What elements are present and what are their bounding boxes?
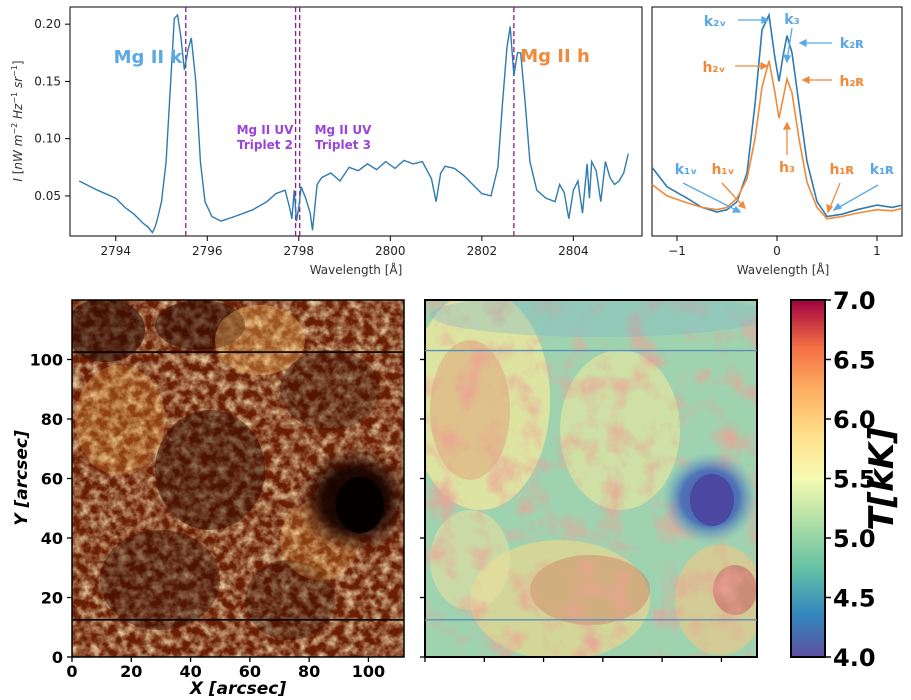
- intensity-map-xtick-label: 60: [239, 662, 261, 681]
- intensity-map-ylabel: Y [arcsec]: [12, 430, 32, 526]
- profile-axes-frame: [651, 6, 903, 237]
- label-k2v: k₂ᵥ: [704, 14, 726, 30]
- intensity-map-xtick-label: 40: [179, 662, 201, 681]
- label-h1v: h₁ᵥ: [711, 162, 734, 178]
- intensity-map-hlines: [72, 351, 404, 621]
- intensity-map-ytick-label: 100: [30, 351, 63, 370]
- profile-ticks: −1 0 1: [668, 236, 881, 258]
- label-h2r: h₂ʀ: [839, 74, 864, 90]
- label-k3: k₃: [784, 12, 799, 28]
- triplet2-label-line1: Mg II UV: [237, 123, 295, 137]
- colorbar-tick-label: 5.5: [833, 466, 876, 494]
- spectrum-xtick-label: 2802: [467, 244, 498, 258]
- colorbar-tick-label: 4.5: [833, 585, 876, 613]
- temperature-map-hlines: [425, 349, 757, 621]
- spectrum-vlines: [185, 7, 515, 236]
- spectrum-panel: 2794 2796 2798 2800 2802 2804 0.05 0.10 0.15 0.20…: [10, 6, 643, 277]
- temperature-map-panel: [420, 299, 758, 662]
- intensity-map-ytick-label: 80: [41, 410, 63, 429]
- label-k1v: k₁ᵥ: [675, 162, 697, 178]
- colorbar-tick-label: 5.0: [833, 525, 876, 553]
- colorbar-tick-label: 6.5: [833, 347, 876, 375]
- spectrum-xtick-label: 2794: [100, 244, 131, 258]
- spectrum-line: [78, 13, 629, 234]
- spectrum-ytick-label: 0.05: [34, 189, 61, 203]
- intensity-map-xtick-label: 20: [120, 662, 142, 681]
- profile-arrows: [682, 15, 879, 214]
- colorbar-tick-label: 7.0: [833, 287, 876, 315]
- spectrum-ytick-label: 0.15: [34, 74, 61, 88]
- spectrum-ticks: 2794 2796 2798 2800 2802 2804 0.05 0.10 0.15 0.20: [34, 17, 588, 258]
- intensity-map-xlabel: X [arcsec]: [189, 679, 286, 699]
- label-h1r: h₁ʀ: [829, 162, 854, 178]
- arrow-k1v: [682, 182, 739, 212]
- temperature-map-ticks: [420, 358, 723, 662]
- triplet3-label-line2: Triplet 3: [315, 138, 371, 152]
- spectrum-ylabel: I [nW m−2 Hz−1 sr−1]: [10, 60, 25, 181]
- profile-h-line: [651, 60, 903, 220]
- intensity-map-ticks: 0 20 40 60 80 100 0 20 40 60 80 100: [30, 351, 386, 682]
- triplet3-label-line1: Mg II UV: [315, 123, 373, 137]
- colorbar: 4.0 4.5 5.0 5.5 6.0 6.5 7.0 T[kK]: [790, 287, 902, 672]
- label-k2r: k₂ʀ: [840, 36, 864, 52]
- intensity-map-ytick-label: 0: [52, 648, 63, 667]
- temperature-map-image: [425, 300, 757, 657]
- label-h3: h₃: [779, 160, 795, 176]
- intensity-map-image: [72, 300, 404, 657]
- intensity-map-xtick-label: 100: [352, 662, 385, 681]
- mg-h-label: Mg II h: [520, 46, 590, 67]
- profile-k-line: [651, 12, 903, 218]
- profile-xlabel: Wavelength [Å]: [737, 262, 830, 277]
- intensity-map-panel: 0 20 40 60 80 100 0 20 40 60 80 100 X [arcsec] Y [a…: [12, 299, 405, 699]
- colorbar-gradient: [790, 299, 826, 658]
- spectrum-xlabel: Wavelength [Å]: [310, 262, 403, 277]
- profile-xtick-label: 1: [873, 244, 881, 258]
- triplet2-label-line2: Triplet 2: [237, 138, 293, 152]
- label-k1r: k₁ʀ: [870, 162, 894, 178]
- label-h2v: h₂ᵥ: [702, 60, 725, 76]
- profile-xtick-label: −1: [668, 244, 686, 258]
- spectrum-xtick-label: 2804: [558, 244, 589, 258]
- spectrum-xtick-label: 2800: [375, 244, 406, 258]
- spectrum-ytick-label: 0.10: [34, 132, 61, 146]
- arrow-h1r: [828, 182, 841, 211]
- spectrum-axes-frame: [69, 6, 643, 237]
- arrow-h1v: [721, 182, 744, 207]
- intensity-map-ytick-label: 40: [41, 529, 63, 548]
- profile-panel: −1 0 1 Wavelength [Å] k₂ᵥ k₃: [651, 6, 903, 277]
- intensity-map-xtick-label: 0: [66, 662, 77, 681]
- intensity-map-xtick-label: 80: [298, 662, 320, 681]
- arrow-k3: [786, 27, 793, 61]
- spectrum-ytick-label: 0.20: [34, 17, 61, 31]
- profile-xtick-label: 0: [773, 244, 781, 258]
- colorbar-tick-label: 6.0: [833, 406, 876, 434]
- intensity-map-ytick-label: 20: [41, 589, 63, 608]
- colorbar-tick-label: 4.0: [833, 644, 876, 672]
- arrow-k1r: [835, 184, 879, 210]
- colorbar-label: T[kK]: [862, 427, 902, 531]
- intensity-map-ytick-label: 60: [41, 470, 63, 489]
- mg-k-label: Mg II k: [114, 47, 184, 68]
- colorbar-ticks: 4.0 4.5 5.0 5.5 6.0 6.5 7.0: [825, 287, 876, 672]
- spectrum-xtick-label: 2798: [284, 244, 315, 258]
- spectrum-xtick-label: 2796: [192, 244, 223, 258]
